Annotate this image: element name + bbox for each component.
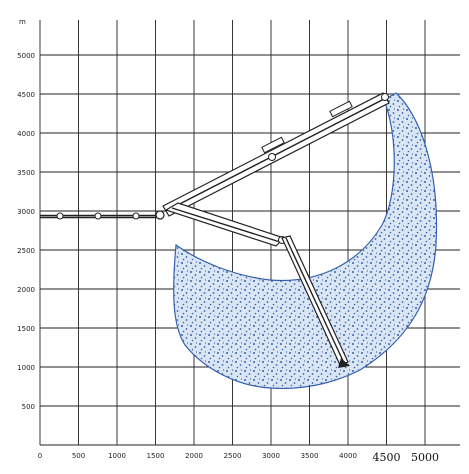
x-tick-label: 3500 (301, 452, 319, 460)
working-area (173, 92, 438, 389)
x-tick-label: 5000 (411, 451, 439, 464)
y-tick-label: 2500 (17, 247, 35, 255)
x-tick-label: 4000 (339, 452, 357, 460)
y-tick-label: 1000 (17, 364, 35, 372)
y-tick-label: 4000 (17, 130, 35, 138)
x-tick-label: 2000 (185, 452, 203, 460)
y-tick-label: 5000 (17, 52, 35, 60)
y-tick-label: 4500 (17, 91, 35, 99)
x-tick-label: 4500 (373, 451, 401, 464)
y-tick-label: 500 (22, 403, 35, 411)
x-tick-label: 500 (72, 452, 85, 460)
x-tick-label: 3000 (262, 452, 280, 460)
x-tick-label: 2500 (224, 452, 242, 460)
y-axis-ticks: 500 1000 1500 2000 2500 3000 3500 4000 4500 5000 (17, 52, 35, 411)
x-tick-label: 1500 (147, 452, 165, 460)
y-tick-label: 3500 (17, 169, 35, 177)
unit-label: m (19, 18, 26, 26)
y-tick-label: 1500 (17, 325, 35, 333)
y-tick-label: 2000 (17, 286, 35, 294)
x-axis-ticks: 0 500 1000 1500 2000 2500 3000 3500 4000 4500 5000 (38, 451, 439, 464)
boom-assembly (40, 92, 390, 368)
x-tick-label: 1000 (108, 452, 126, 460)
x-tick-label: 0 (38, 452, 42, 460)
y-tick-label: 3000 (17, 208, 35, 216)
